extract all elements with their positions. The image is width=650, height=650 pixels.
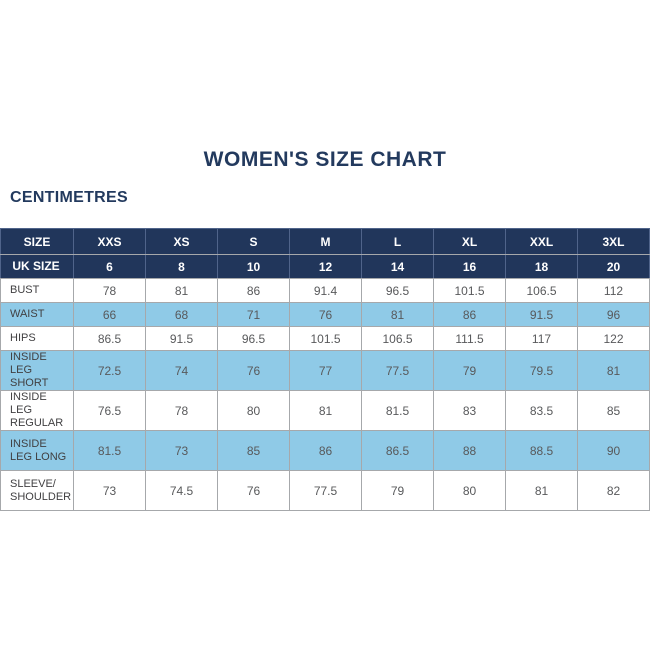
measurement-cell: 112 [577, 278, 650, 303]
row-label: SLEEVE/ SHOULDER [0, 470, 74, 511]
measurement-cell: 96 [577, 302, 650, 327]
measurement-cell: 71 [217, 302, 290, 327]
row-label: UK SIZE [0, 254, 74, 279]
table-row-inside-leg-long: INSIDE LEG LONG 81.5 73 85 86 86.5 88 88.5 90 [0, 430, 650, 471]
table-row-inside-leg-short: INSIDE LEG SHORT 72.5 74 76 77 77.5 79 79.5 81 [0, 350, 650, 391]
measurement-cell: 72.5 [73, 350, 146, 391]
table-row-inside-leg-regular: INSIDE LEG REGULAR 76.5 78 80 81 81.5 83 83.5 85 [0, 390, 650, 431]
measurement-cell: 88 [433, 430, 506, 471]
measurement-cell: 122 [577, 326, 650, 351]
measurement-cell: 74.5 [145, 470, 218, 511]
measurement-cell: 85 [577, 390, 650, 431]
measurement-cell: 117 [505, 326, 578, 351]
table-row-sleeve-shoulder: SLEEVE/ SHOULDER 73 74.5 76 77.5 79 80 81 82 [0, 470, 650, 511]
measurement-cell: 82 [577, 470, 650, 511]
measurement-cell: 86 [217, 278, 290, 303]
row-label: WAIST [0, 302, 74, 327]
measurement-cell: 76.5 [73, 390, 146, 431]
measurement-cell: 16 [433, 254, 506, 279]
row-label: INSIDE LEG LONG [0, 430, 74, 471]
measurement-cell: 76 [217, 350, 290, 391]
row-label: INSIDE LEG SHORT [0, 350, 74, 391]
size-column-header: XS [145, 228, 218, 255]
measurement-cell: 90 [577, 430, 650, 471]
measurement-cell: 81 [577, 350, 650, 391]
measurement-cell: 86.5 [73, 326, 146, 351]
measurement-cell: 6 [73, 254, 146, 279]
page-title: WOMEN'S SIZE CHART [203, 148, 447, 171]
measurement-cell: 111.5 [433, 326, 506, 351]
measurement-cell: 12 [289, 254, 362, 279]
measurement-cell: 83.5 [505, 390, 578, 431]
measurement-cell: 91.4 [289, 278, 362, 303]
measurement-cell: 74 [145, 350, 218, 391]
table-row-bust: BUST 78 81 86 91.4 96.5 101.5 106.5 112 [0, 278, 650, 303]
measurement-cell: 18 [505, 254, 578, 279]
size-chart-table: SIZE XXS XS S M L XL XXL 3XL UK SIZE 6 8 10 12 14 16 18… [0, 228, 650, 511]
measurement-cell: 79 [361, 470, 434, 511]
row-label: HIPS [0, 326, 74, 351]
measurement-cell: 85 [217, 430, 290, 471]
measurement-cell: 78 [145, 390, 218, 431]
table-body: UK SIZE 6 8 10 12 14 16 18 20 BUST 78 81 86 91.4 96.5 1… [0, 254, 650, 511]
size-column-header: XXL [505, 228, 578, 255]
measurement-cell: 20 [577, 254, 650, 279]
row-label: BUST [0, 278, 74, 303]
measurement-cell: 78 [73, 278, 146, 303]
size-column-header: XXS [73, 228, 146, 255]
measurement-cell: 91.5 [505, 302, 578, 327]
row-label: INSIDE LEG REGULAR [0, 390, 74, 431]
measurement-cell: 68 [145, 302, 218, 327]
measurement-cell: 77.5 [361, 350, 434, 391]
measurement-cell: 10 [217, 254, 290, 279]
measurement-cell: 79 [433, 350, 506, 391]
measurement-cell: 76 [289, 302, 362, 327]
size-column-header: L [361, 228, 434, 255]
measurement-cell: 101.5 [433, 278, 506, 303]
size-column-header: S [217, 228, 290, 255]
measurement-cell: 81 [505, 470, 578, 511]
measurement-cell: 80 [433, 470, 506, 511]
measurement-cell: 81 [289, 390, 362, 431]
measurement-cell: 86.5 [361, 430, 434, 471]
measurement-cell: 96.5 [361, 278, 434, 303]
measurement-cell: 73 [73, 470, 146, 511]
table-header: SIZE XXS XS S M L XL XXL 3XL [0, 228, 650, 255]
size-corner-header: SIZE [0, 228, 74, 255]
measurement-cell: 81 [145, 278, 218, 303]
table-row-waist: WAIST 66 68 71 76 81 86 91.5 96 [0, 302, 650, 327]
measurement-cell: 77.5 [289, 470, 362, 511]
measurement-cell: 83 [433, 390, 506, 431]
measurement-cell: 80 [217, 390, 290, 431]
table-row-uk-size: UK SIZE 6 8 10 12 14 16 18 20 [0, 254, 650, 279]
header-row: SIZE XXS XS S M L XL XXL 3XL [0, 228, 650, 255]
measurement-cell: 86 [433, 302, 506, 327]
measurement-cell: 77 [289, 350, 362, 391]
measurement-cell: 81 [361, 302, 434, 327]
table-row-hips: HIPS 86.5 91.5 96.5 101.5 106.5 111.5 117 122 [0, 326, 650, 351]
measurement-cell: 101.5 [289, 326, 362, 351]
unit-label: CENTIMETRES [10, 189, 128, 206]
measurement-cell: 96.5 [217, 326, 290, 351]
measurement-cell: 86 [289, 430, 362, 471]
size-column-header: 3XL [577, 228, 650, 255]
measurement-cell: 81.5 [73, 430, 146, 471]
measurement-cell: 66 [73, 302, 146, 327]
measurement-cell: 14 [361, 254, 434, 279]
measurement-cell: 88.5 [505, 430, 578, 471]
measurement-cell: 106.5 [505, 278, 578, 303]
measurement-cell: 73 [145, 430, 218, 471]
measurement-cell: 91.5 [145, 326, 218, 351]
measurement-cell: 106.5 [361, 326, 434, 351]
measurement-cell: 79.5 [505, 350, 578, 391]
measurement-cell: 8 [145, 254, 218, 279]
measurement-cell: 81.5 [361, 390, 434, 431]
size-column-header: M [289, 228, 362, 255]
size-column-header: XL [433, 228, 506, 255]
measurement-cell: 76 [217, 470, 290, 511]
